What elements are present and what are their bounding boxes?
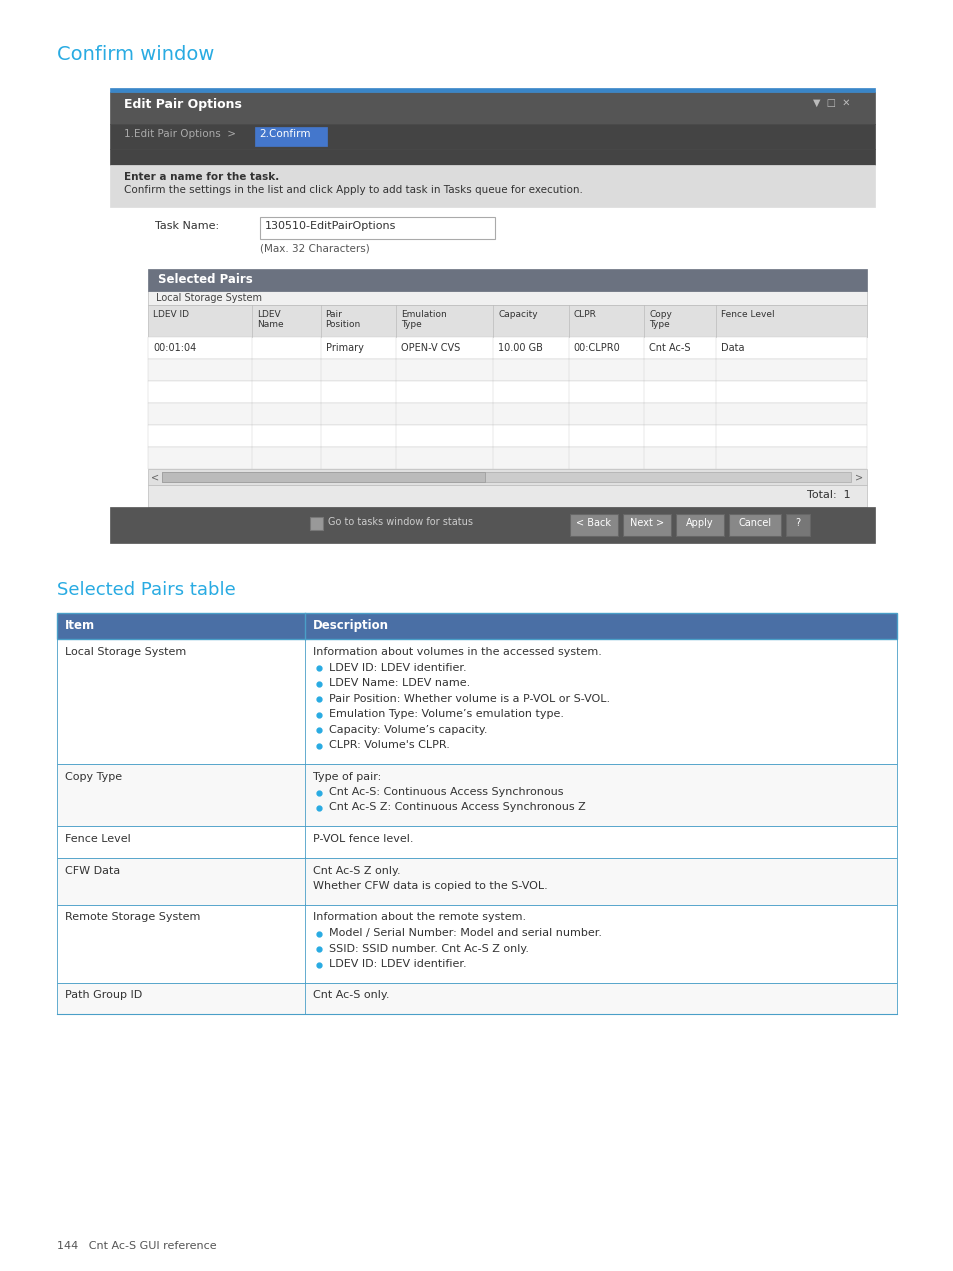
Text: Pair Position: Whether volume is a P-VOL or S-VOL.: Pair Position: Whether volume is a P-VOL…	[329, 694, 609, 704]
Bar	[148, 269, 866, 291]
Bar	[110, 125, 874, 149]
Bar	[162, 472, 850, 482]
Text: Local Storage System: Local Storage System	[156, 294, 262, 302]
Text: Edit Pair Options: Edit Pair Options	[124, 98, 242, 111]
Text: Confirm the settings in the list and click Apply to add task in Tasks queue for : Confirm the settings in the list and cli…	[124, 186, 582, 194]
Text: 1.Edit Pair Options  >: 1.Edit Pair Options >	[124, 128, 235, 139]
Text: ?: ?	[795, 519, 800, 527]
Bar	[57, 613, 896, 639]
Bar	[110, 92, 874, 125]
Text: Fence Level: Fence Level	[720, 310, 774, 319]
Text: 10.00 GB: 10.00 GB	[497, 343, 542, 353]
Bar	[148, 381, 866, 403]
Text: Enter a name for the task.: Enter a name for the task.	[124, 172, 279, 182]
Text: Capacity: Volume’s capacity.: Capacity: Volume’s capacity.	[329, 724, 487, 735]
Text: Go to tasks window for status: Go to tasks window for status	[328, 517, 473, 527]
Bar	[57, 826, 896, 858]
Text: Copy Type: Copy Type	[65, 771, 122, 782]
Bar	[785, 513, 809, 536]
Text: Cancel: Cancel	[738, 519, 771, 527]
Bar	[110, 88, 874, 92]
Text: Next >: Next >	[629, 519, 663, 527]
Text: P-VOL fence level.: P-VOL fence level.	[313, 834, 413, 844]
Bar	[148, 291, 866, 305]
Text: Copy
Type: Copy Type	[648, 310, 671, 329]
Bar	[254, 127, 327, 146]
Text: Description: Description	[313, 619, 389, 632]
Text: Primary: Primary	[325, 343, 363, 353]
Text: LDEV Name: LDEV name.: LDEV Name: LDEV name.	[329, 677, 470, 688]
Bar	[148, 305, 866, 337]
Text: Item: Item	[65, 619, 95, 632]
Text: Path Group ID: Path Group ID	[65, 990, 142, 1000]
Text: Selected Pairs: Selected Pairs	[158, 273, 253, 286]
Text: Information about the remote system.: Information about the remote system.	[313, 913, 525, 923]
Text: Cnt Ac-S Z: Continuous Access Synchronous Z: Cnt Ac-S Z: Continuous Access Synchronou…	[329, 802, 585, 812]
Bar	[57, 764, 896, 826]
Text: Local Storage System: Local Storage System	[65, 647, 186, 657]
Bar	[57, 858, 896, 905]
Text: Cnt Ac-S only.: Cnt Ac-S only.	[313, 990, 389, 1000]
Bar	[148, 358, 866, 381]
Text: < Back: < Back	[576, 519, 611, 527]
Bar	[148, 447, 866, 469]
Text: CLPR: CLPR	[573, 310, 596, 319]
Text: Pair
Position: Pair Position	[325, 310, 360, 329]
Text: Type of pair:: Type of pair:	[313, 771, 380, 782]
Bar	[110, 207, 874, 507]
Bar	[148, 425, 866, 447]
Bar	[569, 513, 618, 536]
Bar	[57, 905, 896, 982]
Text: Total:  1: Total: 1	[806, 491, 850, 500]
Bar	[148, 469, 866, 486]
Text: CFW Data: CFW Data	[65, 866, 120, 876]
Bar	[57, 639, 896, 764]
Text: Cnt Ac-S: Continuous Access Synchronous: Cnt Ac-S: Continuous Access Synchronous	[329, 787, 562, 797]
Bar	[57, 982, 896, 1014]
Text: Apply: Apply	[685, 519, 713, 527]
Text: Whether CFW data is copied to the S-VOL.: Whether CFW data is copied to the S-VOL.	[313, 881, 547, 891]
Bar	[310, 517, 323, 530]
Text: Remote Storage System: Remote Storage System	[65, 913, 200, 923]
Bar	[728, 513, 781, 536]
Text: ▼  □  ✕: ▼ □ ✕	[812, 98, 849, 108]
Bar	[148, 337, 866, 358]
Text: 00:CLPR0: 00:CLPR0	[573, 343, 619, 353]
Bar	[622, 513, 670, 536]
Bar	[148, 486, 866, 507]
Text: Capacity: Capacity	[497, 310, 537, 319]
Bar	[110, 165, 874, 207]
Bar	[260, 217, 495, 239]
Text: 130510-EditPairOptions: 130510-EditPairOptions	[265, 221, 395, 231]
Bar	[110, 149, 874, 165]
Text: 144   Cnt Ac-S GUI reference: 144 Cnt Ac-S GUI reference	[57, 1240, 216, 1251]
Text: Cnt Ac-S Z only.: Cnt Ac-S Z only.	[313, 866, 400, 876]
Text: 00:01:04: 00:01:04	[152, 343, 196, 353]
Text: LDEV ID: LDEV identifier.: LDEV ID: LDEV identifier.	[329, 960, 466, 969]
Text: Emulation
Type: Emulation Type	[400, 310, 446, 329]
Bar	[110, 507, 874, 543]
Text: Information about volumes in the accessed system.: Information about volumes in the accesse…	[313, 647, 601, 657]
Text: LDEV
Name: LDEV Name	[257, 310, 284, 329]
Text: OPEN-V CVS: OPEN-V CVS	[400, 343, 459, 353]
Bar	[162, 472, 484, 482]
Text: (Max. 32 Characters): (Max. 32 Characters)	[260, 243, 370, 253]
Text: Emulation Type: Volume’s emulation type.: Emulation Type: Volume’s emulation type.	[329, 709, 563, 719]
Text: SSID: SSID number. Cnt Ac-S Z only.: SSID: SSID number. Cnt Ac-S Z only.	[329, 943, 528, 953]
Text: Data: Data	[720, 343, 743, 353]
Bar	[148, 403, 866, 425]
Text: >: >	[854, 472, 862, 482]
Text: Model / Serial Number: Model and serial number.: Model / Serial Number: Model and serial …	[329, 928, 601, 938]
Text: Selected Pairs table: Selected Pairs table	[57, 581, 235, 599]
Text: LDEV ID: LDEV ID	[152, 310, 189, 319]
Text: CLPR: Volume's CLPR.: CLPR: Volume's CLPR.	[329, 740, 449, 750]
Text: Task Name:: Task Name:	[154, 221, 219, 231]
Text: Confirm window: Confirm window	[57, 44, 214, 64]
Text: 2.Confirm: 2.Confirm	[258, 128, 310, 139]
Bar	[676, 513, 723, 536]
Text: <: <	[151, 472, 159, 482]
Text: Cnt Ac-S: Cnt Ac-S	[648, 343, 690, 353]
Text: Fence Level: Fence Level	[65, 834, 131, 844]
Text: LDEV ID: LDEV identifier.: LDEV ID: LDEV identifier.	[329, 662, 466, 672]
